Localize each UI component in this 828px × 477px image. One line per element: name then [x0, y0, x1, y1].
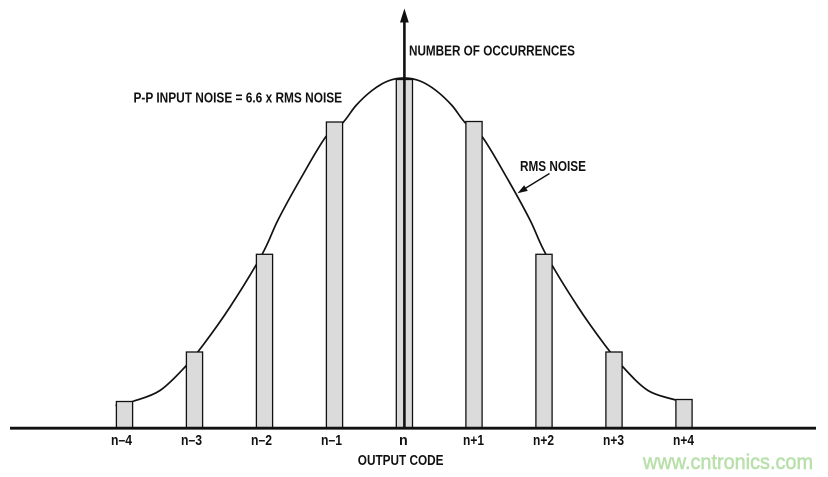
- svg-text:OUTPUT CODE: OUTPUT CODE: [358, 453, 444, 469]
- svg-text:n–4: n–4: [111, 433, 132, 449]
- svg-text:n+3: n+3: [603, 433, 624, 449]
- svg-text:n: n: [399, 433, 408, 449]
- svg-text:P-P INPUT NOISE = 6.6 x RMS NO: P-P INPUT NOISE = 6.6 x RMS NOISE: [134, 91, 343, 107]
- svg-text:RMS NOISE: RMS NOISE: [520, 159, 586, 175]
- svg-text:NUMBER OF OCCURRENCES: NUMBER OF OCCURRENCES: [409, 43, 575, 59]
- svg-text:n–1: n–1: [321, 433, 342, 449]
- svg-text:n–3: n–3: [181, 433, 202, 449]
- svg-text:n+2: n+2: [533, 433, 554, 449]
- svg-text:n–2: n–2: [251, 433, 272, 449]
- svg-text:n+4: n+4: [673, 433, 694, 449]
- svg-text:www.cntronics.com: www.cntronics.com: [642, 451, 813, 474]
- svg-text:n+1: n+1: [463, 433, 484, 449]
